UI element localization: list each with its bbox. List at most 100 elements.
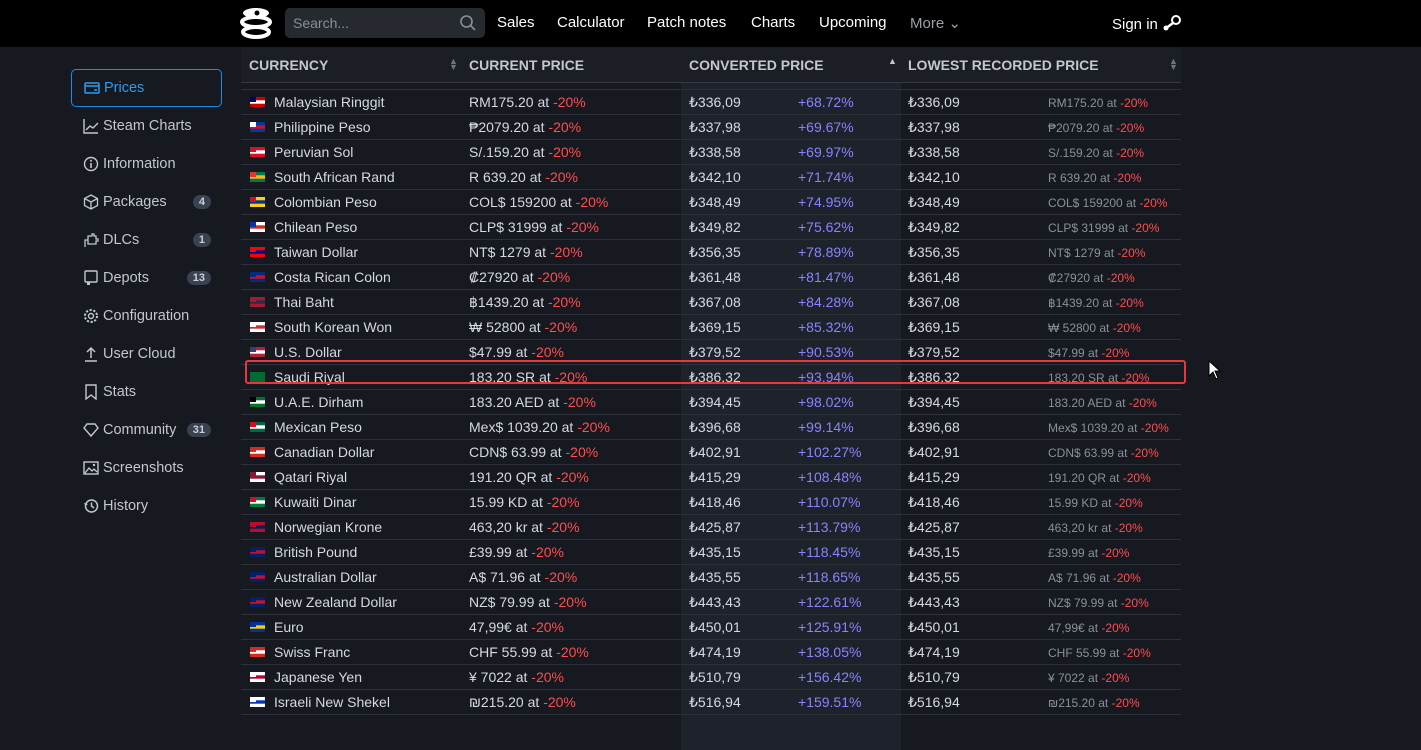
lowest-recorded-price: NT$ 1279 at -20%	[1048, 243, 1172, 263]
table-row[interactable]: Qatari Riyal 191.20 QR at -20% ₺415,29 +…	[241, 465, 1181, 490]
converted-price: ₺367,08	[689, 294, 741, 310]
header-currency[interactable]: CURRENCY	[249, 57, 329, 73]
table-row[interactable]: Canadian Dollar CDN$ 63.99 at -20% ₺402,…	[241, 440, 1181, 465]
nav-upcoming[interactable]: Upcoming	[819, 14, 887, 31]
table-row[interactable]: Thai Baht ฿1439.20 at -20% ₺367,08 +84.2…	[241, 290, 1181, 315]
nav-sales[interactable]: Sales	[497, 14, 535, 31]
lowest-price-value: S/.159.20	[1048, 146, 1100, 160]
table-row[interactable]: Colombian Peso COL$ 159200 at -20% ₺348,…	[241, 190, 1181, 215]
table-row[interactable]: Australian Dollar A$ 71.96 at -20% ₺435,…	[241, 565, 1181, 590]
table-row[interactable]: Norwegian Krone 463,20 kr at -20% ₺425,8…	[241, 515, 1181, 540]
lowest-converted-price: ₺435,15	[908, 544, 960, 560]
current-price: R 639.20 at -20%	[469, 169, 578, 185]
table-row[interactable]: Saudi Riyal 183.20 SR at -20% ₺386,32 +9…	[241, 365, 1181, 390]
table-row[interactable]: Kuwaiti Dinar 15.99 KD at -20% ₺418,46 +…	[241, 490, 1181, 515]
discount: -20%	[1122, 646, 1151, 660]
table-row[interactable]: Japanese Yen ¥ 7022 at -20% ₺510,79 +156…	[241, 665, 1181, 690]
count-badge: 13	[186, 271, 211, 285]
site-logo[interactable]	[240, 7, 272, 39]
table-row[interactable]: Israeli New Shekel ₪215.20 at -20% ₺516,…	[241, 690, 1181, 715]
flag-icon	[250, 247, 265, 257]
table-row[interactable]: South African Rand R 639.20 at -20% ₺342…	[241, 165, 1181, 190]
at-label: at	[1098, 696, 1109, 710]
table-row[interactable]: South Korean Won ₩ 52800 at -20% ₺369,15…	[241, 315, 1181, 340]
sidebar-item-user-cloud[interactable]: User Cloud	[71, 335, 222, 373]
header-current-price[interactable]: CURRENT PRICE	[469, 57, 585, 73]
sidebar-item-stats[interactable]: Stats	[71, 373, 222, 411]
lowest-price-value: CHF 55.99	[1048, 646, 1107, 660]
sidebar-item-packages[interactable]: Packages 4	[71, 183, 222, 221]
price-difference: +84.28%	[798, 294, 854, 310]
price-value: A$ 71.96	[469, 569, 526, 585]
lowest-price-value: $47.99	[1048, 346, 1085, 360]
sidebar-item-history[interactable]: History	[71, 487, 222, 525]
table-row[interactable]: Swiss Franc CHF 55.99 at -20% ₺474,19 +1…	[241, 640, 1181, 665]
nav-charts[interactable]: Charts	[751, 14, 796, 31]
discount: -20%	[531, 619, 564, 635]
table-row[interactable]: New Zealand Dollar NZ$ 79.99 at -20% ₺44…	[241, 590, 1181, 615]
at-label: at	[529, 169, 542, 185]
table-row[interactable]: Malaysian Ringgit RM175.20 at -20% ₺336,…	[241, 90, 1181, 115]
table-row[interactable]: Chilean Peso CLP$ 31999 at -20% ₺349,82 …	[241, 215, 1181, 240]
at-label: at	[1088, 621, 1099, 635]
discount: -20%	[1101, 621, 1130, 635]
lowest-recorded-price: CDN$ 63.99 at -20%	[1048, 443, 1172, 463]
sidebar-item-depots[interactable]: Depots 13	[71, 259, 222, 297]
sidebar-item-configuration[interactable]: Configuration	[71, 297, 222, 335]
sort-icon[interactable]: ▲ ▼	[1169, 56, 1178, 72]
at-label: at	[547, 394, 560, 410]
sort-ascending-icon[interactable]: ▲	[888, 56, 897, 66]
sidebar-item-prices[interactable]: Prices	[71, 69, 222, 107]
sidebar-item-steam-charts[interactable]: Steam Charts	[71, 107, 222, 145]
sidebar-item-information[interactable]: Information	[71, 145, 222, 183]
converted-column-highlight	[681, 83, 901, 750]
currency-name: Japanese Yen	[274, 669, 362, 685]
at-label: at	[515, 544, 528, 560]
sidebar-item-dlcs[interactable]: DLCs 1	[71, 221, 222, 259]
table-row[interactable]: U.S. Dollar $47.99 at -20% ₺379,52 +90.5…	[241, 340, 1181, 365]
currency-name: Norwegian Krone	[274, 519, 383, 535]
sidebar-item-screenshots[interactable]: Screenshots	[71, 449, 222, 487]
at-label: at	[550, 219, 563, 235]
price-value: CDN$ 63.99	[469, 444, 547, 460]
search-input[interactable]: Search...	[285, 8, 485, 38]
lowest-converted-price: ₺349,82	[908, 219, 960, 235]
header-converted-price[interactable]: CONVERTED PRICE	[689, 57, 824, 73]
price-difference: +85.32%	[798, 319, 854, 335]
nav-calculator[interactable]: Calculator	[557, 14, 625, 31]
discount: -20%	[1116, 146, 1145, 160]
header-lowest-recorded-price[interactable]: LOWEST RECORDED PRICE	[908, 57, 1099, 73]
currency-name: U.S. Dollar	[274, 344, 342, 360]
flag-icon	[250, 172, 265, 182]
lowest-price-value: 191.20 QR	[1048, 471, 1107, 485]
table-row[interactable]: British Pound £39.99 at -20% ₺435,15 +11…	[241, 540, 1181, 565]
table-row[interactable]: Taiwan Dollar NT$ 1279 at -20% ₺356,35 +…	[241, 240, 1181, 265]
table-row[interactable]: Euro 47,99€ at -20% ₺450,01 +125.91% ₺45…	[241, 615, 1181, 640]
sidebar-item-label: Depots	[103, 270, 149, 286]
lowest-converted-price: ₺348,49	[908, 194, 960, 210]
lowest-price-value: ¥ 7022	[1048, 671, 1085, 685]
discount: -20%	[1122, 471, 1151, 485]
sidebar-item-community[interactable]: Community 31	[71, 411, 222, 449]
lowest-price-value: Mex$ 1039.20	[1048, 421, 1125, 435]
search-icon[interactable]	[459, 14, 477, 32]
sort-icon[interactable]: ▲ ▼	[449, 56, 458, 72]
flag-icon	[250, 347, 265, 357]
current-price: S/.159.20 at -20%	[469, 144, 581, 160]
table-row[interactable]: Mexican Peso Mex$ 1039.20 at -20% ₺396,6…	[241, 415, 1181, 440]
at-label: at	[1101, 521, 1112, 535]
table-row[interactable]: Costa Rican Colon ₡27920 at -20% ₺361,48…	[241, 265, 1181, 290]
table-row[interactable]: Peruvian Sol S/.159.20 at -20% ₺338,58 +…	[241, 140, 1181, 165]
table-row[interactable]: Philippine Peso ₱2079.20 at -20% ₺337,98…	[241, 115, 1181, 140]
nav-more[interactable]: More ⌄	[910, 14, 961, 32]
discount: -20%	[544, 319, 578, 335]
lowest-converted-price: ₺425,87	[908, 519, 960, 535]
table-row[interactable]: U.A.E. Dirham 183.20 AED at -20% ₺394,45…	[241, 390, 1181, 415]
current-price: 15.99 KD at -20%	[469, 494, 580, 510]
flag-icon	[250, 422, 265, 432]
sign-in-button[interactable]: Sign in	[1112, 14, 1182, 33]
at-label: at	[532, 119, 545, 135]
at-label: at	[1109, 471, 1120, 485]
currency-name: Thai Baht	[274, 294, 334, 310]
nav-patch-notes[interactable]: Patch notes	[647, 14, 727, 31]
